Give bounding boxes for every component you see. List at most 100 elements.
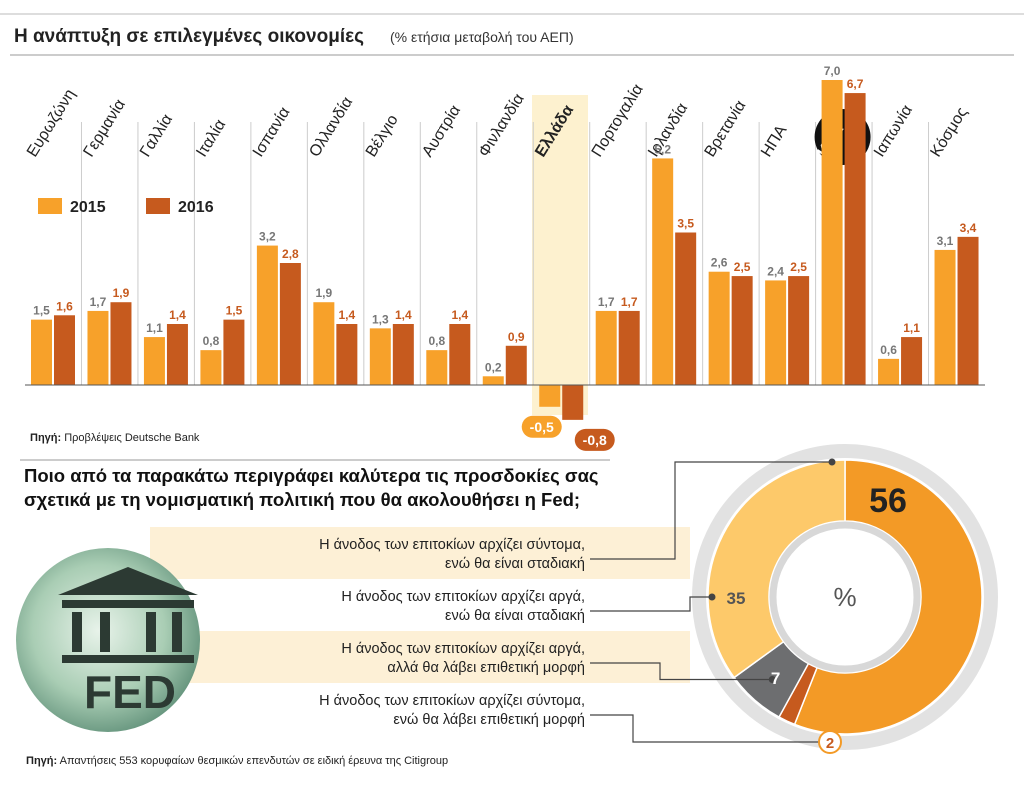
option-label: Η άνοδος των επιτοκίων αρχίζει σύντομα, [319,537,585,553]
value-label: 1,1 [903,321,920,335]
chart-subtitle: (% ετήσια μεταβολή του ΑΕΠ) [390,29,574,45]
x-tick-label: Ευρωζώνη [24,86,79,160]
fed-icon [58,567,198,663]
value-label: 2,8 [282,247,299,261]
legend-label: 2016 [178,199,214,216]
value-label: 6,7 [847,77,864,91]
option-label: Η άνοδος των επιτοκίων αρχίζει σύντομα, [319,693,585,709]
x-tick-label: Αυστρία [419,102,464,160]
bar [821,80,843,385]
source-text: Απαντήσεις 553 κορυφαίων θεσμικών επενδυ… [60,755,448,767]
x-tick-label: Ολλανδία [306,94,356,160]
value-label: 1,6 [56,299,73,313]
value-label: -0,5 [530,419,554,435]
x-tick-label: Βέλγιο [363,112,402,160]
leader-dot [828,458,836,466]
value-label: 0,8 [203,334,220,348]
bar [54,315,75,385]
option-label: ενώ θα λάβει επιθετική μορφή [393,712,585,728]
value-label: 1,9 [316,286,333,300]
value-badge [818,730,842,754]
value-pill [521,415,562,438]
value-label: 2,4 [767,264,784,278]
bar [223,319,245,385]
center-label: % [833,582,856,612]
x-tick-label: Ιταλία [193,117,229,160]
source: Πηγή: Προβλέψεις Deutsche Bank [30,432,200,444]
legend-swatch [38,198,62,214]
bar [279,263,301,385]
bar [110,302,132,385]
source-label: Πηγή: [30,432,61,444]
bar [934,249,956,385]
bar [449,324,471,385]
x-tick-label: Βρετανία [702,98,750,160]
bar [256,245,278,385]
source-label: Πηγή: [26,755,57,767]
leader-line [590,596,712,612]
question: Ποιο από τα παρακάτω περιγράφει καλύτερα… [24,465,599,510]
value-label: 0,9 [508,330,525,344]
x-tick-label: Ισπανία [250,104,294,160]
option-label: Η άνοδος των επιτοκίων αρχίζει αργά, [341,641,585,657]
donut-chart: % Η άνοδος των επιτοκίων αρχίζει σύντομα,… [319,444,998,754]
value-label: 2,5 [734,260,751,274]
bar [562,385,584,420]
value-label: 3,2 [259,230,276,244]
x-tick-label: Γαλλία [137,111,176,160]
x-tick-label: Γερμανία [80,97,129,161]
legend-swatch [146,198,170,214]
bar [901,337,923,385]
value-label: 1,7 [598,295,615,309]
value-label: 7,0 [824,64,841,78]
value-label: 2 [826,735,834,752]
value-label: -0,8 [583,432,607,448]
value-label: 3,1 [937,234,954,248]
x-tick-label: Φινλανδία [476,91,528,160]
bar [595,310,617,385]
question-box: Ποιο από τα παρακάτω περιγράφει καλύτερα… [24,465,599,510]
value-pill [574,428,615,451]
option-label: Η άνοδος των επιτοκίων αρχίζει αργά, [341,589,585,605]
inner-ring [769,521,921,673]
value-label: 1,4 [339,308,356,322]
row-band [150,631,690,683]
x-tick-label: Ιαπωνία [871,102,916,160]
chart-title: Η ανάπτυξη σε επιλεγμένες οικονομίες [14,26,364,47]
value-label: 5,2 [654,142,671,156]
source: Πηγή: Απαντήσεις 553 κορυφαίων θεσμικών … [26,755,448,767]
value-label: 1,7 [621,295,638,309]
bar [618,310,640,385]
bar [844,93,866,386]
x-tick-label: Κόσμος [928,104,972,160]
bar [878,358,900,385]
bar-chart: Ευρωζώνη 1,5 1,6 Γερμανία 1,7 1,9 Γαλλία 1,1 1,4… [24,64,985,451]
bar [708,271,730,385]
value-label: 1,3 [372,312,389,326]
value-label: 1,1 [146,321,163,335]
bar [957,236,979,385]
bar [765,280,787,385]
bar [731,276,753,385]
value-label: 0,6 [880,343,897,357]
value-label: 1,5 [33,304,50,318]
option-label: ενώ θα είναι σταδιακή [445,556,585,572]
bar [369,328,391,385]
bar [200,350,222,385]
option-label: ενώ θα είναι σταδιακή [445,608,585,624]
bar [166,324,188,385]
value-label: 2,5 [790,260,807,274]
source-text: Προβλέψεις Deutsche Bank [64,432,200,444]
value-label: 0,8 [428,334,445,348]
image-label: FED [84,666,176,718]
bar [426,350,448,385]
bar [652,158,674,385]
x-tick-label: ΗΠΑ [758,122,790,160]
option-label: αλλά θα λάβει επιθετική μορφή [387,660,585,676]
value-label: 1,9 [113,286,130,300]
leader-line [590,662,773,681]
value-label: 1,5 [226,304,243,318]
bar [336,324,358,385]
value-label: 2,6 [711,256,728,270]
